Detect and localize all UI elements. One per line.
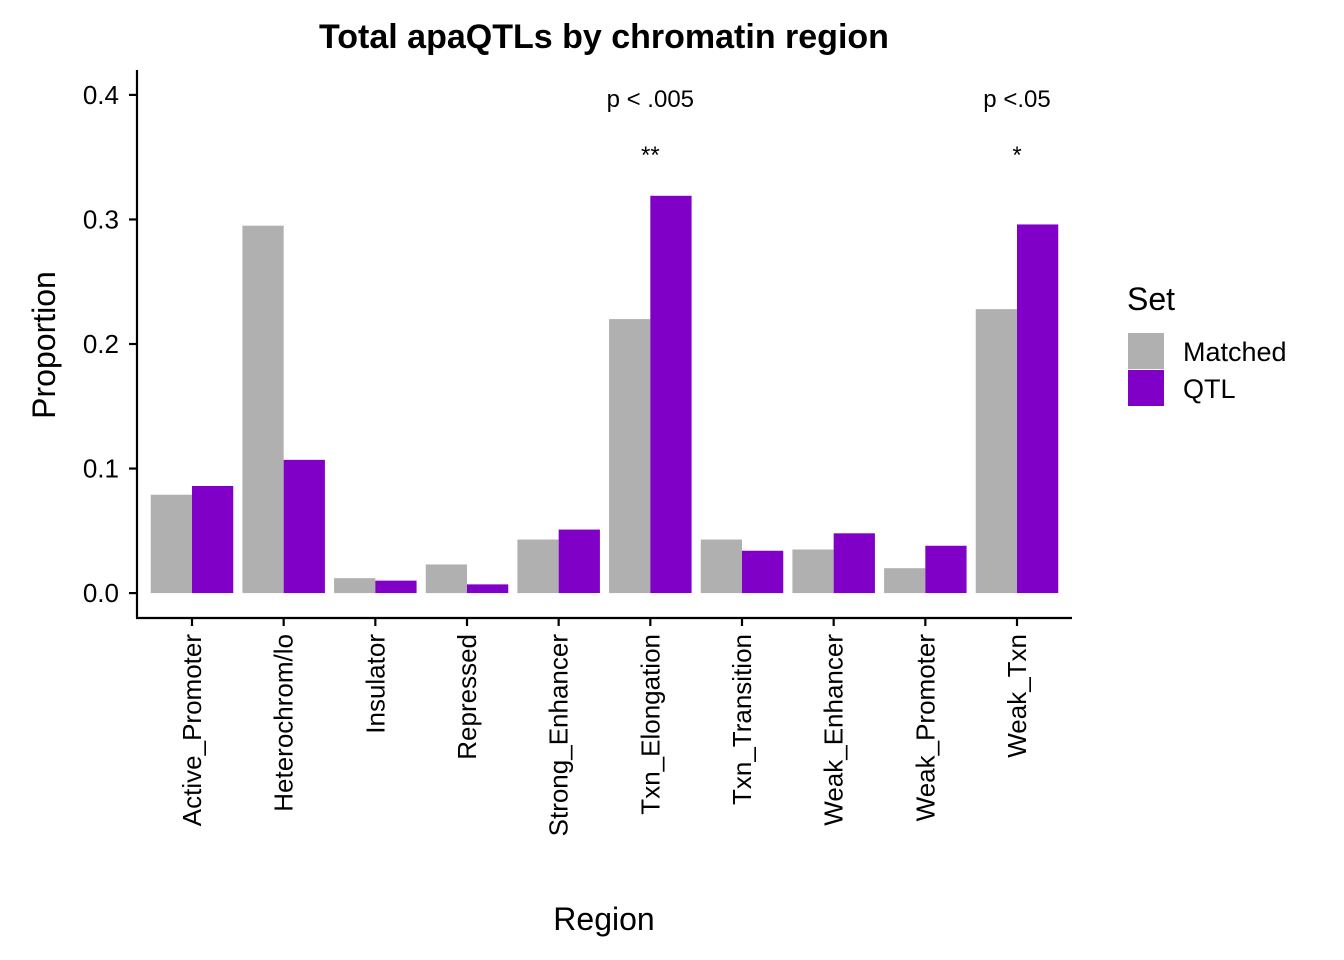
pvalue-label: p <.05 <box>983 86 1050 113</box>
legend-title: Set <box>1127 281 1175 317</box>
bar-matched-repressed <box>425 564 467 594</box>
bar-qtl-txn-transition <box>742 550 784 594</box>
x-tick-label: Txn_Transition <box>727 634 757 805</box>
significance-stars: * <box>1012 142 1021 169</box>
bar-matched-insulator <box>334 578 376 594</box>
bar-qtl-txn-elongation <box>650 195 692 594</box>
bar-matched-active-promoter <box>150 494 192 594</box>
bar-qtl-repressed <box>467 584 509 594</box>
y-axis: 0.0 0.1 0.2 0.3 0.4 <box>83 70 139 618</box>
bar-matched-heterochrom-lo <box>242 225 284 594</box>
bar-qtl-weak-enhancer <box>833 533 875 594</box>
x-axis-title: Region <box>553 901 654 937</box>
x-tick-label: Active_Promoter <box>177 634 207 827</box>
bars-layer <box>150 195 1059 594</box>
x-tick-label: Weak_Txn <box>1002 634 1032 758</box>
x-tick-label: Txn_Elongation <box>635 634 665 815</box>
x-axis: Active_Promoter Heterochrom/lo Insulator Re… <box>136 616 1072 837</box>
y-tick-label: 0.3 <box>83 204 119 234</box>
y-axis-title: Proportion <box>26 271 62 419</box>
y-tick-label: 0.4 <box>83 80 119 110</box>
bar-qtl-weak-txn <box>1017 224 1059 594</box>
chart-title: Total apaQTLs by chromatin region <box>319 18 889 56</box>
bar-matched-strong-enhancer <box>517 539 559 594</box>
x-tick-label: Weak_Promoter <box>910 634 940 822</box>
y-tick-label: 0.1 <box>83 454 119 484</box>
x-tick-label: Repressed <box>452 634 482 760</box>
bar-qtl-insulator <box>375 580 417 594</box>
x-tick-label: Insulator <box>360 634 390 734</box>
legend-label-qtl: QTL <box>1183 374 1236 404</box>
x-tick-label: Heterochrom/lo <box>269 634 299 812</box>
significance-stars: ** <box>641 142 660 169</box>
bar-qtl-strong-enhancer <box>558 529 600 594</box>
y-tick-label: 0.2 <box>83 329 119 359</box>
bar-qtl-heterochrom-lo <box>283 459 325 594</box>
bar-matched-weak-txn <box>975 309 1017 594</box>
bar-qtl-weak-promoter <box>925 545 967 594</box>
x-tick-label: Strong_Enhancer <box>544 634 574 837</box>
legend-swatch-qtl <box>1128 370 1164 406</box>
bar-matched-txn-transition <box>700 539 742 594</box>
bar-matched-weak-enhancer <box>792 549 834 594</box>
annotations-layer: p < .005 ** p <.05 * <box>607 86 1051 169</box>
pvalue-label: p < .005 <box>607 86 694 113</box>
bar-matched-txn-elongation <box>609 319 651 594</box>
x-tick-label: Weak_Enhancer <box>819 634 849 826</box>
bar-qtl-active-promoter <box>192 485 234 594</box>
y-tick-label: 0.0 <box>83 578 119 608</box>
legend-swatch-matched <box>1128 333 1164 369</box>
legend: Set Matched QTL <box>1127 281 1287 406</box>
bar-matched-weak-promoter <box>884 568 926 594</box>
legend-label-matched: Matched <box>1183 337 1287 367</box>
